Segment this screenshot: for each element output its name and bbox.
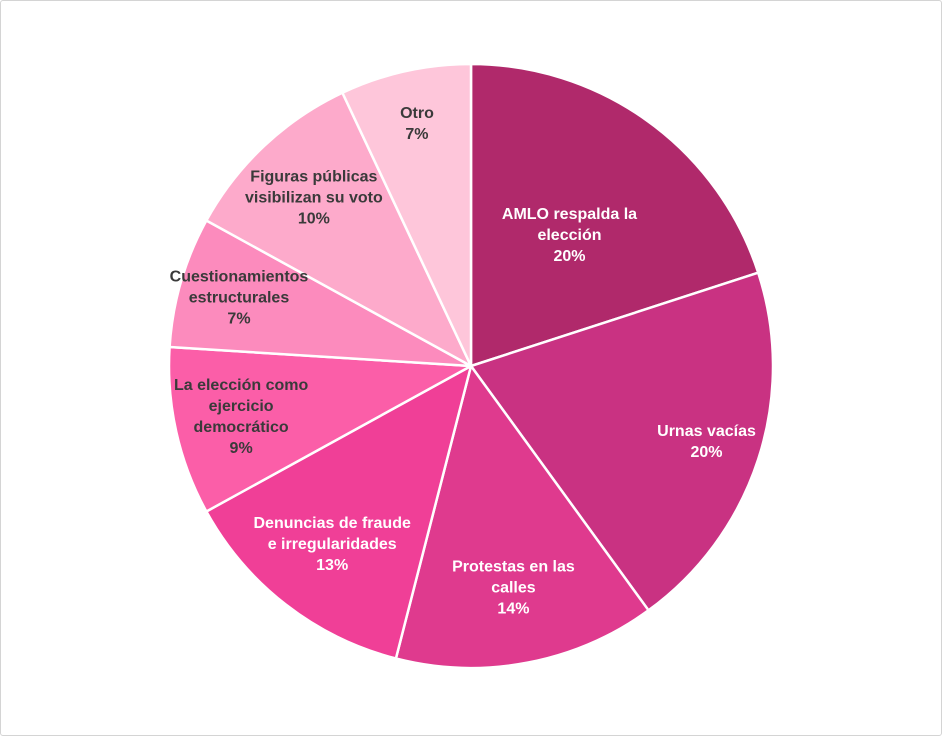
slice-label-line: Otro bbox=[400, 105, 434, 122]
slice-label-6: Cuestionamientos estructurales 7% bbox=[170, 269, 309, 328]
slice-label-line: visibilizan su voto bbox=[245, 190, 383, 207]
slice-label-line: democrático bbox=[194, 419, 289, 436]
slice-label-3: Protestas en las calles 14% bbox=[452, 559, 575, 618]
slice-label-line: AMLO respalda la bbox=[502, 206, 637, 223]
slice-label-8: Otro 7% bbox=[400, 105, 434, 143]
slice-label-4: Denuncias de fraude e irregularidades 13% bbox=[253, 515, 410, 574]
pie-slice-3 bbox=[394, 364, 650, 670]
pie-slices bbox=[167, 62, 775, 670]
slice-label-7: Figuras públicas visibilizan su voto 10% bbox=[245, 169, 383, 228]
slice-label-line: La elección como bbox=[174, 377, 308, 394]
slice-label-line: ejercicio bbox=[209, 398, 274, 415]
pie-slice-8 bbox=[341, 62, 473, 368]
slice-percent: 7% bbox=[405, 126, 428, 143]
slice-percent: 13% bbox=[316, 557, 348, 574]
pie-slice-1 bbox=[469, 62, 760, 368]
slice-label-2: Urnas vacías 20% bbox=[657, 423, 756, 461]
pie-labels: AMLO respalda la elección 20% Urnas vacías 2… bbox=[170, 105, 756, 618]
slice-label-line: calles bbox=[491, 580, 536, 597]
slice-percent: 20% bbox=[691, 444, 723, 461]
pie-slice-6 bbox=[168, 219, 473, 368]
slice-percent: 10% bbox=[298, 211, 330, 228]
slice-label-line: e irregularidades bbox=[268, 536, 397, 553]
slice-percent: 7% bbox=[227, 311, 250, 328]
slice-label-5: La elección como ejercicio democrático 9% bbox=[174, 377, 308, 457]
pie-slice-7 bbox=[205, 91, 473, 368]
slice-label-line: Protestas en las bbox=[452, 559, 575, 576]
pie-slice-4 bbox=[205, 364, 473, 660]
slice-label-1: AMLO respalda la elección 20% bbox=[502, 206, 637, 265]
slice-label-line: Cuestionamientos bbox=[170, 269, 309, 286]
pie-slice-5 bbox=[167, 345, 473, 513]
slice-percent: 14% bbox=[497, 601, 529, 618]
pie-slice-2 bbox=[469, 271, 775, 612]
slice-label-line: Figuras públicas bbox=[250, 169, 377, 186]
slice-percent: 20% bbox=[553, 248, 585, 265]
slice-label-line: elección bbox=[537, 227, 601, 244]
slice-label-line: Denuncias de fraude bbox=[253, 515, 410, 532]
slice-label-line: estructurales bbox=[189, 290, 290, 307]
slice-label-line: Urnas vacías bbox=[657, 423, 756, 440]
slice-percent: 9% bbox=[230, 440, 253, 457]
